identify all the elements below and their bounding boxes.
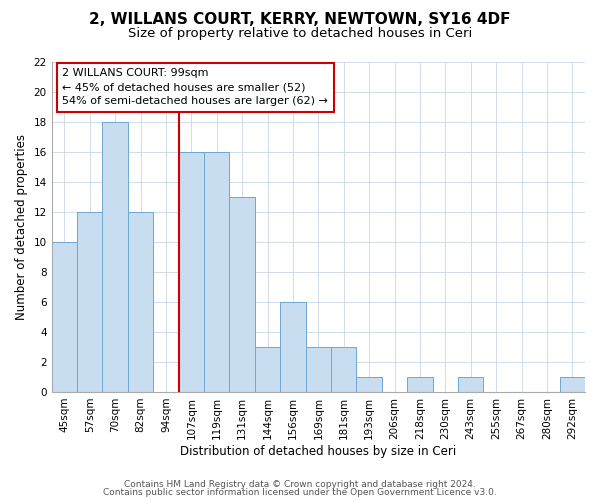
Bar [280,302,305,392]
Text: 2 WILLANS COURT: 99sqm
← 45% of detached houses are smaller (52)
54% of semi-det: 2 WILLANS COURT: 99sqm ← 45% of detached… [62,68,328,106]
Text: 2, WILLANS COURT, KERRY, NEWTOWN, SY16 4DF: 2, WILLANS COURT, KERRY, NEWTOWN, SY16 4… [89,12,511,28]
Y-axis label: Number of detached properties: Number of detached properties [15,134,28,320]
Text: Contains HM Land Registry data © Crown copyright and database right 2024.: Contains HM Land Registry data © Crown c… [124,480,476,489]
Bar [331,347,356,392]
Bar [128,212,153,392]
Bar [229,196,255,392]
Text: Contains public sector information licensed under the Open Government Licence v3: Contains public sector information licen… [103,488,497,497]
Bar [179,152,204,392]
Bar [407,377,433,392]
Bar [458,377,484,392]
Bar [103,122,128,392]
Bar [52,242,77,392]
Bar [77,212,103,392]
X-axis label: Distribution of detached houses by size in Ceri: Distribution of detached houses by size … [180,444,457,458]
Bar [255,347,280,392]
Bar [560,377,585,392]
Text: Size of property relative to detached houses in Ceri: Size of property relative to detached ho… [128,28,472,40]
Bar [204,152,229,392]
Bar [356,377,382,392]
Bar [305,347,331,392]
